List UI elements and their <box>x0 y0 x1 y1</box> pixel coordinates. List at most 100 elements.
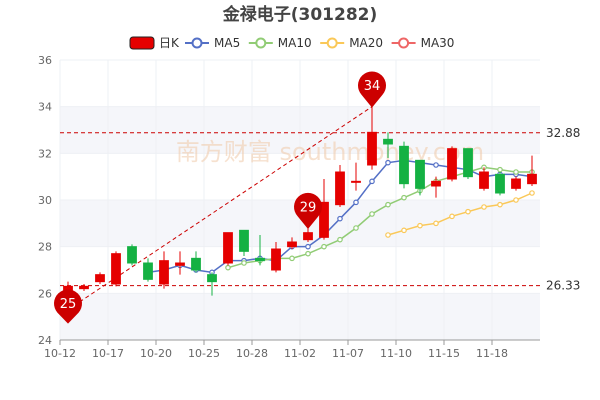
candle-body <box>399 145 409 185</box>
marker-pin-label: 29 <box>300 201 317 216</box>
marker-pin-label: 34 <box>364 79 381 94</box>
candle-body <box>287 241 297 248</box>
candle-body <box>479 171 489 189</box>
x-tick-label: 11-10 <box>380 347 412 360</box>
candle-body <box>319 201 329 238</box>
ma10-point <box>369 211 375 217</box>
candle-body <box>79 285 89 290</box>
ma10-point <box>337 236 343 243</box>
legend-label: 日K <box>159 36 180 50</box>
reference-line-label: 26.33 <box>546 279 580 293</box>
ma5-point <box>433 162 439 168</box>
candle-body <box>175 262 185 266</box>
ma20-point <box>513 197 519 203</box>
legend-item-ma30[interactable]: MA30 <box>391 36 455 50</box>
ma10-point <box>241 260 247 266</box>
candle-body <box>511 178 521 189</box>
candle-body <box>383 138 393 145</box>
legend-item-ma10[interactable]: MA10 <box>248 36 312 50</box>
ma20-point <box>481 204 487 210</box>
ma5-point <box>337 215 343 222</box>
legend-dot-icon <box>191 37 203 49</box>
candle-body <box>271 248 281 271</box>
candle-body <box>415 159 425 189</box>
ma5-point <box>353 199 359 206</box>
candle-body <box>95 274 105 283</box>
y-tick-label: 24 <box>38 334 52 347</box>
plot-area: 24 26 28 30 32 34 36 10-12 10-17 10-20 10-25 10-28 1… <box>38 54 580 360</box>
ma20-point <box>497 201 503 208</box>
marker-pin-shape <box>54 289 82 324</box>
legend-label: MA20 <box>349 36 383 50</box>
ma20-point <box>529 190 535 196</box>
candle-body <box>431 180 441 187</box>
candle-body <box>191 257 201 271</box>
ma10-point <box>289 255 295 262</box>
marker-pin-29: 29 <box>294 192 322 229</box>
x-tick-label: 11-02 <box>284 347 316 360</box>
candle-body <box>303 232 313 241</box>
ma5-point <box>385 159 391 166</box>
y-tick-label: 34 <box>38 101 52 114</box>
candle-body <box>127 246 137 264</box>
candle-body <box>447 148 457 180</box>
ma20-line <box>387 192 533 236</box>
ma20-point <box>465 208 471 215</box>
ma20-point <box>385 232 391 238</box>
legend-dot-icon <box>255 37 267 49</box>
ma10-point <box>513 169 519 175</box>
x-tick-label: 11-15 <box>428 347 460 360</box>
marker-pin-25: 25 <box>54 289 82 324</box>
ma20-point <box>417 222 423 229</box>
legend-dot-icon <box>326 37 338 49</box>
ma10-point <box>321 243 327 250</box>
legend-item-ma20[interactable]: MA20 <box>320 36 383 50</box>
legend-label: MA5 <box>214 36 240 50</box>
legend-label: MA30 <box>421 36 455 50</box>
chart-legend[interactable]: 日K MA5 MA10 MA20 MA30 <box>129 36 455 50</box>
x-tick-label: 10-20 <box>140 347 172 360</box>
candle-body <box>527 173 537 185</box>
legend-item-日k[interactable]: 日K <box>129 36 180 50</box>
y-tick-label: 28 <box>38 241 52 254</box>
marker-pin-label: 25 <box>60 297 77 312</box>
ma10-point <box>385 201 391 208</box>
x-tick-label: 10-12 <box>44 347 76 360</box>
ma5-point <box>305 243 311 250</box>
ma10-point <box>497 166 503 173</box>
x-tick-label: 11-18 <box>476 347 508 360</box>
reference-line-label: 32.88 <box>546 126 580 140</box>
y-tick-label: 32 <box>38 147 52 160</box>
ma10-point <box>353 225 359 231</box>
y-tick-label: 30 <box>38 194 52 207</box>
ma10-point <box>305 250 311 257</box>
marker-pin-shape <box>358 71 387 108</box>
legend-label: MA10 <box>278 36 312 50</box>
ma10-point <box>401 194 407 201</box>
candle-body <box>223 232 233 264</box>
x-tick-label: 11-07 <box>332 347 364 360</box>
ma10-point <box>225 264 231 271</box>
watermark-text: 南方财富 southmoney.com <box>176 138 484 166</box>
candle-body <box>495 173 505 194</box>
x-tick-label: 10-28 <box>236 347 268 360</box>
ma20-point <box>401 227 407 234</box>
candle-body <box>207 274 217 283</box>
candle-body <box>463 148 473 178</box>
candle-body <box>367 131 377 166</box>
x-tick-label: 10-25 <box>188 347 220 360</box>
candle-body <box>239 229 249 252</box>
legend-candle-icon <box>129 36 155 50</box>
x-tick-label: 10-17 <box>92 347 124 360</box>
chart-title: 金禄电子(301282) <box>222 4 378 25</box>
candle-body <box>255 257 265 262</box>
legend-item-ma5[interactable]: MA5 <box>185 36 240 50</box>
candle-body <box>111 253 121 285</box>
ma5-point <box>369 178 375 185</box>
trend-line <box>67 106 373 311</box>
marker-pin-shape <box>294 192 322 229</box>
marker-pin-34: 34 <box>358 71 387 108</box>
legend-dot-icon <box>398 37 410 49</box>
candle-body <box>143 262 153 280</box>
y-tick-label: 36 <box>38 54 52 67</box>
